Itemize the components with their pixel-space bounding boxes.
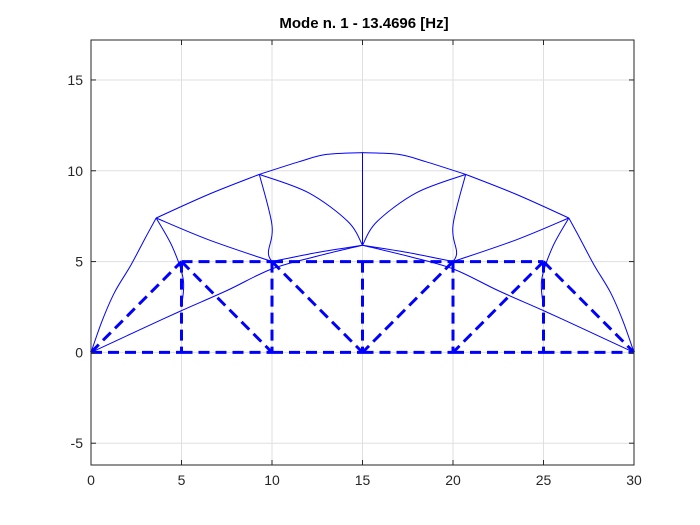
y-tick-label: -5: [71, 435, 84, 451]
y-tick-label: 15: [67, 72, 83, 88]
undeformed-member-10: [89, 260, 183, 354]
deformed-member-0: [90, 217, 157, 353]
x-tick-label: 20: [445, 472, 461, 488]
deformed-member-1: [155, 173, 260, 219]
deformed-member-5: [568, 217, 635, 353]
undeformed-member-16: [361, 260, 455, 354]
ticks: 0 5 10 15 20 25 30 -5 0 5 10 15: [67, 40, 642, 488]
undeformed-member-18: [451, 260, 545, 354]
deformed-member-9: [271, 244, 363, 263]
deformed-member-7: [362, 244, 635, 353]
plot-area: [89, 152, 636, 354]
x-tick-label: 10: [264, 472, 280, 488]
deformed-member-4: [465, 173, 570, 219]
deformed-member-11: [452, 217, 570, 263]
chart-title: Mode n. 1 - 13.4696 [Hz]: [279, 15, 448, 32]
deformed-member-17: [362, 173, 466, 246]
undeformed-member-14: [270, 260, 364, 354]
deformed-member-10: [362, 244, 454, 263]
deformed-member-13: [452, 174, 467, 262]
undeformed-member-20: [542, 260, 636, 354]
x-tick-label: 15: [355, 472, 371, 488]
x-tick-label: 5: [178, 472, 186, 488]
deformed-member-8: [155, 217, 273, 263]
deformed-member-16: [259, 173, 363, 246]
deformed-member-3: [362, 152, 466, 175]
deformed-member-6: [90, 244, 363, 353]
deformed-member-2: [259, 152, 363, 175]
x-tick-label: 0: [87, 472, 95, 488]
x-tick-label: 25: [536, 472, 552, 488]
y-tick-label: 5: [75, 254, 83, 270]
y-tick-label: 10: [67, 163, 83, 179]
deformed-member-12: [258, 174, 273, 262]
undeformed-member-12: [180, 260, 274, 354]
y-tick-label: 0: [75, 344, 83, 360]
grid: [90, 40, 635, 465]
x-tick-label: 30: [626, 472, 642, 488]
